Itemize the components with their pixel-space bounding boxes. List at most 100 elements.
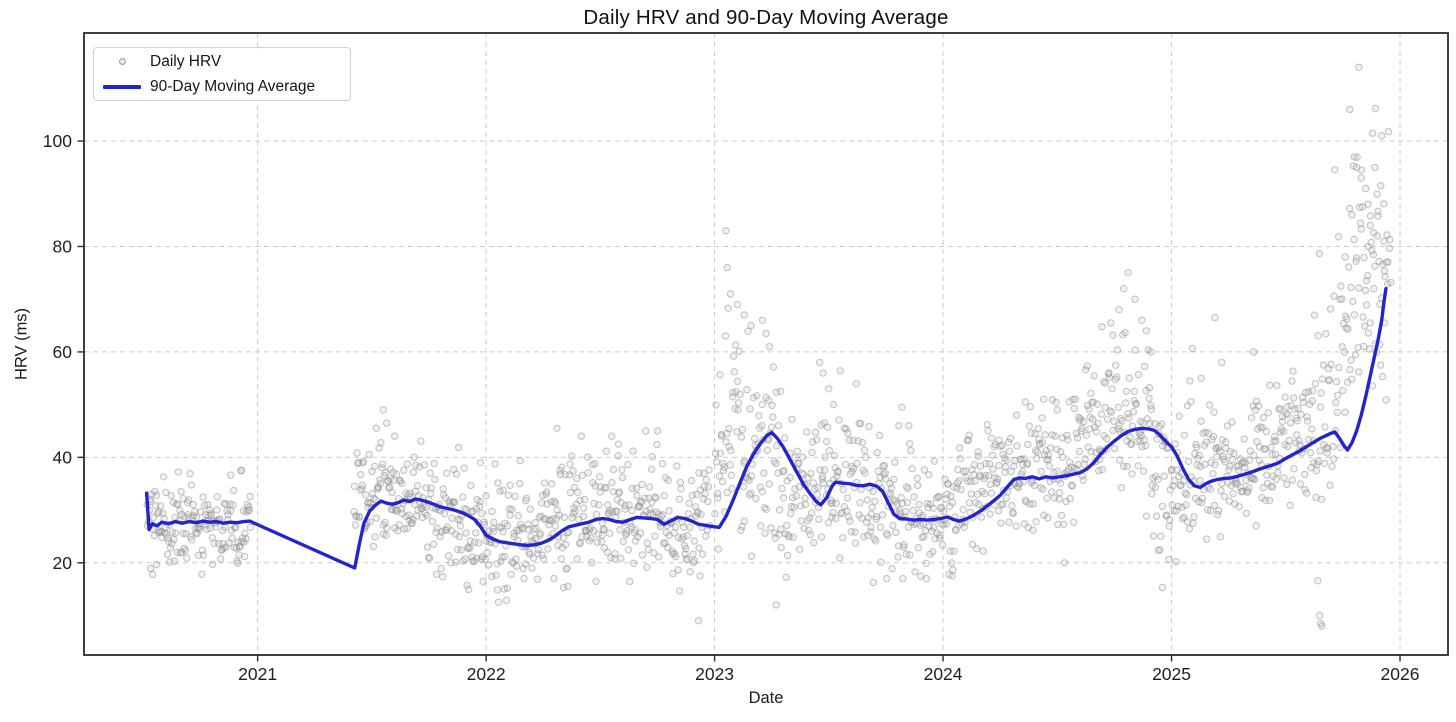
scatter-point	[1057, 511, 1066, 520]
scatter-point	[1346, 204, 1354, 213]
scatter-point	[1346, 105, 1354, 114]
scatter-point	[995, 461, 1003, 470]
scatter-point	[702, 476, 710, 484]
scatter-point	[543, 500, 551, 508]
scatter-point	[1008, 501, 1016, 510]
scatter-point	[548, 480, 556, 488]
scatter-point	[1321, 423, 1329, 431]
scatter-point	[1107, 408, 1116, 416]
scatter-point	[512, 555, 520, 563]
scatter-point	[1228, 418, 1236, 426]
scatter-point	[580, 495, 589, 504]
chart-title: Daily HRV and 90-Day Moving Average	[583, 6, 949, 29]
scatter-point	[983, 420, 991, 429]
scatter-point	[597, 538, 606, 546]
scatter-point	[528, 564, 536, 572]
scatter-point	[1075, 447, 1084, 456]
scatter-point	[935, 492, 943, 500]
scatter-point	[162, 488, 170, 497]
scatter-point	[1235, 503, 1243, 511]
scatter-point	[1197, 374, 1205, 382]
scatter-point	[787, 509, 795, 518]
scatter-point	[499, 528, 507, 536]
scatter-point	[1070, 404, 1078, 413]
scatter-point	[1058, 453, 1067, 461]
scatter-point	[551, 522, 560, 530]
scatter-point	[1359, 313, 1367, 321]
scatter-point	[883, 574, 891, 583]
scatter-point	[508, 505, 516, 514]
scatter-point	[663, 543, 672, 552]
scatter-point	[818, 472, 827, 481]
scatter-point	[781, 434, 789, 442]
scatter-point	[714, 489, 722, 498]
scatter-point	[867, 523, 875, 531]
scatter-point	[507, 570, 515, 578]
scatter-point	[1081, 455, 1089, 463]
scatter-point	[1364, 200, 1372, 209]
scatter-point	[1130, 387, 1139, 396]
scatter-point	[1354, 343, 1362, 352]
scatter-point	[758, 488, 767, 496]
scatter-point	[1223, 422, 1232, 430]
scatter-point	[481, 555, 489, 563]
scatter-point	[869, 487, 877, 496]
scatter-point	[1299, 398, 1308, 407]
scatter-point	[1290, 394, 1298, 402]
scatter-point	[1252, 522, 1260, 530]
scatter-point	[973, 545, 981, 553]
scatter-point	[188, 536, 196, 544]
scatter-point	[1381, 272, 1389, 281]
scatter-point	[234, 559, 242, 567]
scatter-point	[1166, 516, 1174, 524]
scatter-point	[731, 341, 740, 349]
scatter-point	[1366, 212, 1375, 220]
scatter-point	[904, 484, 912, 493]
scatter-point	[642, 507, 650, 515]
scatter-point	[1385, 244, 1394, 252]
scatter-point	[1023, 459, 1032, 467]
scatter-point	[1284, 442, 1292, 451]
scatter-point	[730, 368, 739, 376]
scatter-point	[769, 363, 778, 371]
scatter-point	[960, 523, 968, 531]
scatter-point	[1302, 489, 1311, 497]
scatter-point	[948, 498, 957, 507]
scatter-point	[493, 560, 501, 568]
scatter-point	[157, 502, 165, 510]
scatter-point	[199, 493, 207, 501]
scatter-point	[1030, 481, 1039, 490]
scatter-point	[825, 385, 833, 393]
scatter-point	[807, 469, 815, 478]
scatter-point	[536, 529, 544, 537]
scatter-point	[382, 531, 390, 539]
scatter-point	[1322, 330, 1330, 338]
scatter-point	[602, 447, 610, 455]
scatter-point	[452, 558, 460, 566]
scatter-point	[920, 533, 928, 541]
scatter-point	[1193, 443, 1201, 451]
scatter-point	[1365, 345, 1374, 353]
scatter-point	[1351, 351, 1360, 359]
scatter-point	[432, 570, 441, 578]
scatter-point	[1131, 346, 1139, 354]
scatter-point	[231, 523, 240, 532]
scatter-point	[224, 510, 232, 519]
scatter-point	[937, 503, 945, 511]
scatter-point	[913, 481, 922, 490]
scatter-point	[1142, 441, 1150, 450]
scatter-point	[791, 453, 799, 462]
scatter-point	[1308, 387, 1317, 395]
scatter-point	[1315, 611, 1324, 620]
scatter-point	[1154, 475, 1162, 484]
scatter-point	[174, 500, 182, 509]
scatter-point	[1366, 221, 1375, 230]
scatter-point	[700, 469, 708, 478]
scatter-point	[1115, 306, 1123, 314]
scatter-point	[353, 449, 361, 457]
scatter-point	[463, 581, 471, 590]
scatter-point	[1332, 378, 1341, 386]
scatter-point	[836, 554, 844, 562]
scatter-point	[778, 484, 786, 493]
scatter-point	[899, 574, 907, 583]
